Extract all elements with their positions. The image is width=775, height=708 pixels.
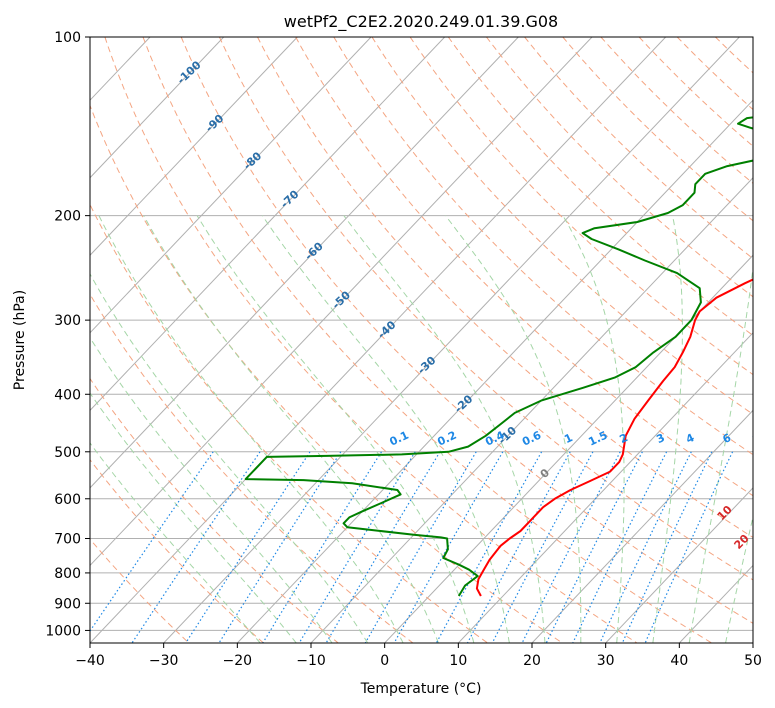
x-tick-label: −30 [149, 653, 179, 669]
temperature-profile [475, 278, 753, 597]
isotherm-line [236, 99, 753, 643]
x-axis-label: Temperature (°C) [360, 681, 482, 697]
mixing-ratio-line [521, 451, 621, 643]
moist-adiabat-line [688, 264, 753, 643]
isotherm-line [605, 487, 753, 643]
dry-adiabat-line [333, 37, 753, 456]
dry-adiabat-line [409, 37, 753, 376]
background-lines [0, 37, 775, 643]
dewpoint-profile [244, 116, 753, 597]
moist-adiabat-line [562, 215, 625, 643]
dry-adiabat-line [754, 37, 775, 643]
mixing-ratio-line [325, 451, 441, 643]
mixing-ratio-line [364, 451, 477, 643]
isotherm-line [90, 37, 667, 643]
dry-adiabat-line [295, 37, 753, 497]
dry-adiabat-line [142, 37, 712, 643]
dry-adiabat-line [371, 37, 753, 415]
mixing-ratio-line [262, 451, 383, 643]
moist-adiabat-line [445, 215, 582, 643]
axes-layer: −40 −30 −20 −10 0 10 20 30 40 50 100 200 300 400 500 60… [45, 30, 762, 669]
y-tick-label: 800 [54, 566, 81, 582]
dry-adiabat-line [90, 293, 414, 643]
dry-adiabat-line [486, 37, 753, 298]
dry-adiabat-line [524, 37, 753, 260]
y-tick-label: 1000 [45, 623, 81, 639]
mixing-ratio-line [621, 451, 713, 643]
moist-adiabat-line [343, 215, 546, 643]
y-axis-label: Pressure (hPa) [12, 290, 28, 390]
moist-adiabat-line [98, 215, 404, 643]
plot-background [90, 37, 753, 643]
moist-adiabat-line [196, 215, 475, 643]
mixing-ratio-label: 8 [750, 431, 762, 446]
dry-adiabat-line [218, 37, 753, 581]
x-tick-label: −20 [223, 653, 253, 669]
moist-adiabat-label: 40 [761, 590, 775, 610]
mixing-ratio-line [90, 451, 214, 633]
moist-adiabat-line [143, 215, 439, 643]
y-tick-label: 500 [54, 445, 81, 461]
x-tick-label: −40 [75, 653, 105, 669]
y-tick-label: 100 [54, 30, 81, 46]
x-tick-label: 0 [380, 653, 389, 669]
y-tick-label: 400 [54, 387, 81, 403]
mixing-ratio-line [491, 451, 594, 643]
isotherm-line [0, 37, 3, 643]
y-tick-label: 300 [54, 313, 81, 329]
y-tick-label: 700 [54, 532, 81, 548]
mixing-ratio-line [298, 451, 416, 643]
y-tick-label: 200 [54, 209, 81, 225]
dry-adiabat-line [180, 37, 753, 624]
mixing-ratio-line [393, 451, 504, 643]
isotherm-line [752, 642, 753, 643]
series-layer [244, 116, 753, 597]
x-tick-label: −10 [296, 653, 326, 669]
x-tick-label: 30 [597, 653, 615, 669]
isotherm-line [163, 37, 740, 643]
moist-adiabat-line [90, 272, 369, 643]
x-tick-label: 10 [449, 653, 467, 669]
plot-frame [89, 36, 754, 644]
mixing-ratio-line [466, 451, 571, 643]
dry-adiabat-line [90, 203, 488, 643]
dry-adiabat-line [447, 37, 753, 337]
dry-adiabat-line [638, 37, 753, 147]
isotherm-line [90, 37, 298, 257]
isotherm-line [90, 37, 372, 334]
dry-adiabat-line [90, 458, 264, 643]
moist-adiabat-label: 30 [752, 552, 772, 572]
dry-adiabat-line [600, 37, 753, 184]
mixing-ratio-line [599, 451, 692, 643]
mixing-ratio-line [218, 451, 342, 643]
isotherm-line [90, 37, 225, 179]
y-tick-label: 600 [54, 492, 81, 508]
chart-title: wetPf2_C2E2.2020.249.01.39.G08 [284, 12, 558, 32]
x-tick-label: 40 [670, 653, 688, 669]
dry-adiabat-line [257, 37, 753, 539]
y-tick-label: 900 [54, 596, 81, 612]
dry-adiabat-line [104, 37, 638, 643]
isotherm-line [90, 37, 446, 412]
isotherm-line [531, 409, 753, 643]
isotherm-line [90, 37, 593, 567]
isotherm-line [90, 37, 519, 489]
isotherm-line [457, 332, 753, 643]
mixing-ratio-line [435, 451, 543, 643]
x-tick-label: 20 [523, 653, 541, 669]
dry-adiabat-line [90, 377, 339, 643]
x-tick-label: 50 [744, 653, 762, 669]
